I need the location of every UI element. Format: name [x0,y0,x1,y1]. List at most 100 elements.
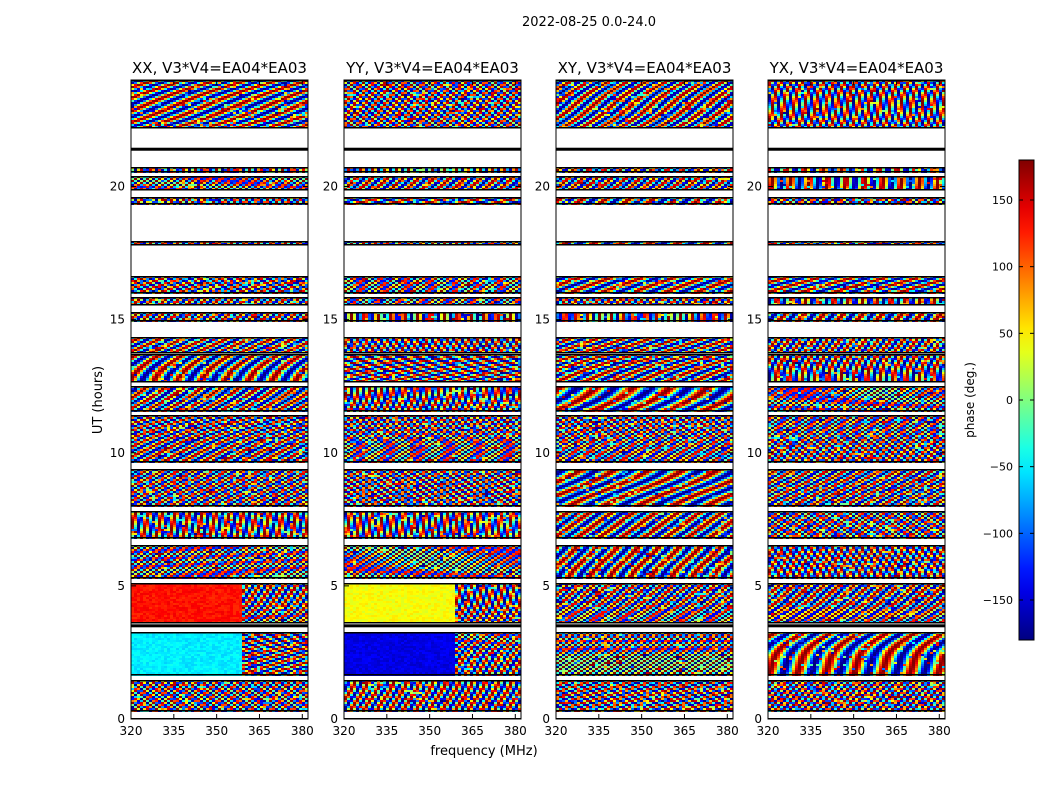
block-edge [131,312,308,314]
data-block [344,354,521,383]
block-edge [344,171,521,173]
block-edge [131,469,308,471]
y-tick-label: 5 [754,579,762,593]
block-edge [131,171,308,173]
block-edge [131,241,308,243]
block-edge [768,511,945,513]
block-edge [344,583,521,585]
colorbar-tick-label: 50 [999,327,1013,340]
block-edge [768,80,945,82]
x-tick-label: 335 [162,724,185,738]
block-edge [556,80,733,82]
block-edge [556,461,733,463]
data-block [131,312,308,322]
block-edge [131,276,308,278]
colorbar-tick-label: 0 [1006,394,1013,407]
block-edge [131,167,308,169]
data-block [131,386,308,412]
block-edge [556,167,733,169]
block-edge [556,320,733,322]
x-tick-label: 380 [291,724,314,738]
colorbar-tick-label: −100 [983,527,1013,540]
block-edge [556,583,733,585]
x-tick-label: 350 [842,724,865,738]
data-block [556,197,733,205]
y-tick-label: 10 [110,446,125,460]
block-edge [131,386,308,388]
data-block [556,167,733,173]
phase-image [768,80,945,719]
x-tick-label: 365 [673,724,696,738]
block-edge [556,386,733,388]
y-tick-label: 15 [747,313,762,327]
block-edge [768,545,945,547]
block-edge [768,297,945,299]
data-block [768,386,945,412]
block-edge [131,583,308,585]
block-edge [131,415,308,417]
block-edge [556,197,733,199]
block-edge [556,577,733,579]
panel-frame [343,79,522,720]
x-tick-label: 380 [504,724,527,738]
x-tick-label: 320 [120,724,143,738]
block-edge [131,674,308,676]
block-edge [344,304,521,306]
x-tick-label: 350 [205,724,228,738]
block-edge [556,244,733,246]
block-edge [344,167,521,169]
data-block [131,297,308,306]
block-edge [131,127,308,129]
block-edge [768,415,945,417]
panel-xy: XY, V3*V4=EA04*EA03 320 335 350 365 380 0 5 10 15… [535,59,739,738]
panel-title: YX, V3*V4=EA04*EA03 [769,59,944,77]
block-edge [344,176,521,178]
data-block [131,354,308,383]
block-edge [344,632,521,634]
block-edge [131,577,308,579]
block-edge [556,545,733,547]
block-edge [344,381,521,383]
data-block [344,511,521,539]
block-edge [556,176,733,178]
panel-xx: XX, V3*V4=EA04*EA03 320 335 350 365 380 0 5 10 15… [110,59,314,738]
block-edge [344,292,521,294]
block-edge [768,189,945,191]
block-edge [768,583,945,585]
x-tick-label: 350 [630,724,653,738]
block-edge [344,189,521,191]
data-block [556,312,733,322]
x-tick-label: 320 [545,724,568,738]
x-tick-label: 335 [587,724,610,738]
data-block [768,197,945,205]
data-block [768,241,945,246]
block-edge [768,381,945,383]
data-block [131,167,308,173]
block-edge [768,171,945,173]
data-block [768,632,945,676]
data-block [344,386,521,412]
y-tick-label: 15 [535,313,550,327]
block-edge [131,680,308,682]
block-edge [556,127,733,129]
block-edge [131,244,308,246]
block-edge [344,545,521,547]
data-block [556,354,733,383]
colorbar-tick-label: 150 [992,194,1013,207]
data-block [344,167,521,173]
data-block [556,469,733,507]
panel-yy: YY, V3*V4=EA04*EA03 320 335 350 365 380 0 5 10 15… [323,59,527,738]
data-block [131,415,308,463]
panel-title: XY, V3*V4=EA04*EA03 [558,59,732,77]
block-edge [344,197,521,199]
data-block [131,80,308,129]
data-block [131,176,308,191]
y-tick-label: 20 [535,180,550,194]
block-edge [344,241,521,243]
data-block [556,545,733,579]
data-block [556,680,733,712]
block-edge [131,352,308,354]
data-block [768,80,945,129]
colorbar-label: phase (deg.) [963,362,977,438]
